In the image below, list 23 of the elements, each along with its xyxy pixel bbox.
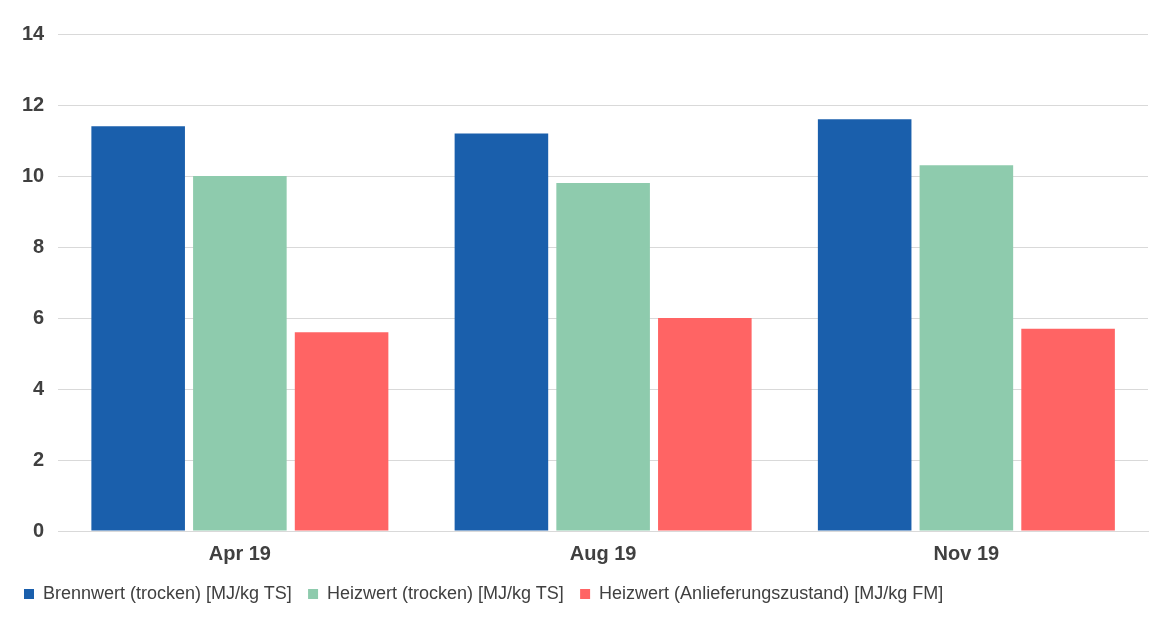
bar [1021,328,1115,531]
legend-label: Brennwert (trocken) [MJ/kg TS] [43,582,292,603]
bar [454,133,549,531]
y-tick-label: 14 [22,21,46,44]
bar [817,119,912,531]
x-tick-label: Apr 19 [208,541,271,564]
y-tick-label: 6 [33,305,45,328]
y-tick-label: 0 [33,518,45,541]
y-tick-label: 2 [33,447,45,470]
bar [193,176,287,531]
bar [294,332,389,531]
legend-label: Heizwert (trocken) [MJ/kg TS] [327,582,564,603]
bar [658,318,752,531]
y-tick-label: 12 [22,92,45,115]
bar [919,165,1014,531]
x-tick-label: Nov 19 [933,541,1000,564]
y-tick-label: 10 [22,163,45,186]
bar [556,183,650,531]
y-tick-label: 4 [33,376,46,399]
x-tick-label: Aug 19 [569,541,637,564]
y-tick-label: 8 [33,234,45,257]
bar [91,126,185,531]
legend-label: Heizwert (Anlieferungszustand) [MJ/kg FM] [599,582,944,603]
